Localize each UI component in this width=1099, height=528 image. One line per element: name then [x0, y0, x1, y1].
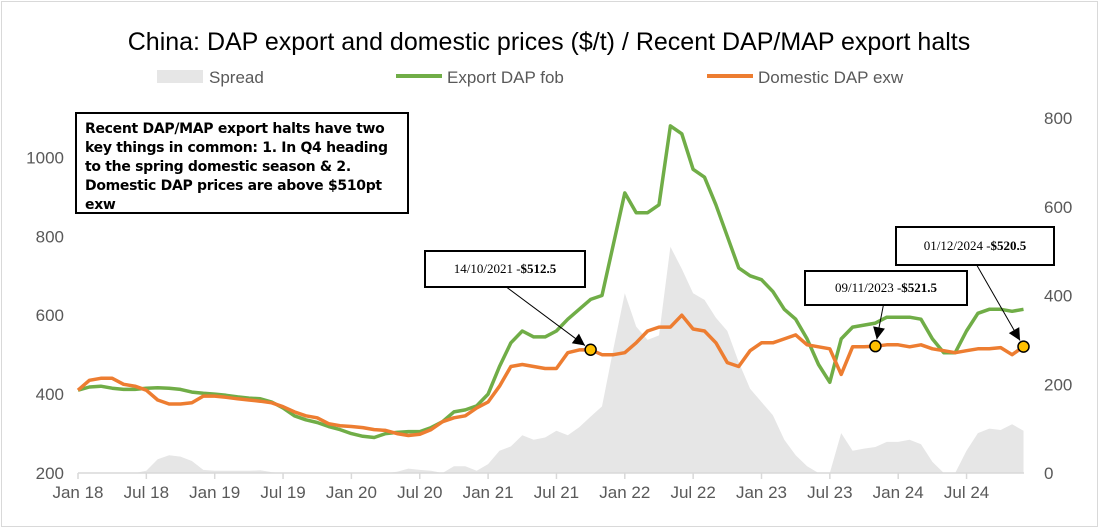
- callout-date: 09/11/2023 -: [834, 280, 902, 295]
- x-tick-label: Jul 24: [944, 483, 989, 502]
- callout-value: $521.5: [901, 280, 938, 295]
- y-left-tick-label: 800: [36, 227, 64, 246]
- callout-date: 14/10/2021 -: [453, 261, 521, 276]
- x-tick-label: Jan 22: [599, 483, 650, 502]
- export-dap-fobline: [77, 124, 1024, 440]
- x-tick-label: Jul 23: [807, 483, 852, 502]
- callout-2023: 09/11/2023 - $521.5: [804, 270, 968, 306]
- y-left-tick-label: 600: [36, 306, 64, 325]
- annotation-box: Recent DAP/MAP export halts have two key…: [75, 112, 409, 214]
- legend: Spread Export DAP fob Domestic DAP exw: [157, 68, 904, 87]
- x-tick-label: Jul 22: [670, 483, 715, 502]
- callout-2024: 01/12/2024 - $520.5: [895, 226, 1055, 266]
- callout-arrowhead: [873, 326, 885, 340]
- callout-arrow-line: [504, 285, 586, 346]
- domestic-dap-exwline: [76, 313, 1025, 438]
- x-tick-label: Jan 19: [189, 483, 240, 502]
- marker-point: [584, 343, 597, 356]
- x-tick-label: Jan 21: [463, 483, 514, 502]
- legend-swatch-spread: [157, 70, 203, 83]
- legend-label-spread: Spread: [209, 68, 264, 87]
- x-tick-label: Jul 21: [534, 483, 579, 502]
- x-tick-label: Jan 23: [736, 483, 787, 502]
- x-tick-label: Jul 19: [260, 483, 305, 502]
- callout-date: 01/12/2024 -: [923, 238, 991, 253]
- y-left-tick-label: 200: [36, 464, 64, 483]
- legend-label-domestic: Domestic DAP exw: [758, 68, 904, 87]
- marker-point: [869, 339, 882, 353]
- legend-label-export: Export DAP fob: [447, 68, 564, 87]
- y-left-tick-label: 400: [36, 385, 64, 404]
- callout-arrow-line: [974, 261, 1021, 341]
- x-tick-label: Jul 18: [124, 483, 169, 502]
- x-tick-label: Jan 20: [326, 483, 377, 502]
- callout-arrowhead: [1008, 327, 1021, 341]
- y-right-tick-label: 800: [1044, 109, 1072, 128]
- y-right-tick-label: 0: [1044, 464, 1053, 483]
- callout-2021: 14/10/2021 - $512.5: [424, 250, 586, 288]
- marker-point: [1017, 340, 1030, 353]
- callout-value: $512.5: [520, 261, 557, 276]
- y-right-tick-label: 400: [1044, 287, 1072, 306]
- x-tick-label: Jan 24: [873, 483, 924, 502]
- callout-arrowhead: [571, 333, 586, 346]
- x-tick-label: Jul 20: [397, 483, 442, 502]
- y-left-tick-label: 1000: [26, 148, 64, 167]
- y-right-tick-label: 200: [1044, 375, 1072, 394]
- chart-title: China: DAP export and domestic prices ($…: [128, 28, 971, 56]
- y-right-tick-label: 600: [1044, 198, 1072, 217]
- x-tick-label: Jan 18: [52, 483, 103, 502]
- callout-value: $520.5: [990, 238, 1027, 253]
